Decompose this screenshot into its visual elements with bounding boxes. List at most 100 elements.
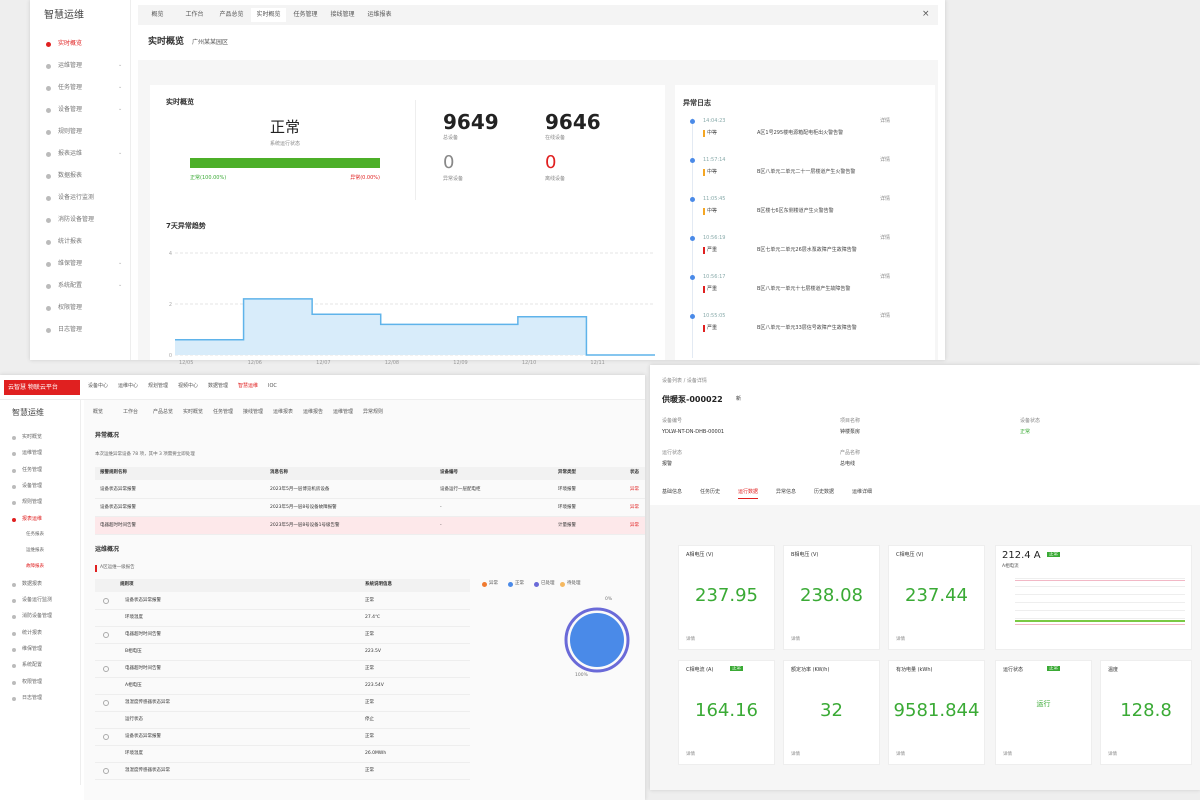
sidebar-title: 智慧运维 <box>44 10 84 21</box>
menu-item: 消防设备管理 <box>58 216 95 223</box>
table-cell: 设备运行一层配电柜 <box>440 487 481 492</box>
table-cell: 异常 <box>630 505 639 510</box>
card-value: 9581.844 <box>893 700 980 721</box>
nav-item[interactable]: 规划管理 <box>148 383 169 389</box>
status-tag: 正常 <box>1047 666 1060 672</box>
menu-icon <box>12 664 16 669</box>
log-action[interactable]: 详情 <box>880 235 891 241</box>
mini-grid <box>1015 586 1185 587</box>
log-action[interactable]: 详情 <box>880 313 891 319</box>
card-value: 237.44 <box>905 585 968 606</box>
detail-tab[interactable]: 任务历史 <box>700 489 721 495</box>
table-cell: 设备状态异常报警 <box>125 734 161 739</box>
table-row <box>95 481 645 499</box>
log-action[interactable]: 详情 <box>880 274 891 280</box>
nav-item[interactable]: IOC <box>268 383 277 389</box>
x-tick-label: 12/08 <box>385 360 399 365</box>
tab[interactable]: 概览 <box>93 409 104 415</box>
tab[interactable]: 接线管理 <box>330 11 355 18</box>
tab[interactable]: 产品总览 <box>153 409 174 415</box>
tab[interactable]: 工作台 <box>123 409 139 415</box>
y-tick-label: 4 <box>169 251 172 257</box>
log-text: B区七单元二单元26层水泵故障产生故障告警 <box>757 247 857 253</box>
row-radio <box>103 632 109 638</box>
table-cell: 正常 <box>365 700 374 705</box>
menu-icon <box>12 517 16 522</box>
log-action[interactable]: 详情 <box>880 196 891 202</box>
table-header: 报警规则名称 <box>100 470 127 475</box>
mini-grid <box>1015 610 1185 611</box>
log-time: 10:55:05 <box>703 313 726 319</box>
log-action[interactable]: 详情 <box>880 118 891 124</box>
log-action[interactable]: 详情 <box>880 157 891 163</box>
detail-tab[interactable]: 异常信息 <box>776 489 797 495</box>
menu-item: 统计报表 <box>22 629 43 636</box>
tab[interactable]: 工作台 <box>185 11 204 18</box>
log-dot <box>690 314 695 319</box>
menu-item: 设备管理 <box>22 482 43 489</box>
status: 正常 <box>269 118 300 136</box>
table-header: 系统说明信息 <box>365 582 392 587</box>
nav-item[interactable]: 智慧运维 <box>238 383 259 389</box>
tab[interactable]: 产品总览 <box>219 11 244 18</box>
row-radio <box>103 598 109 604</box>
tab[interactable]: 实时概览 <box>251 8 286 22</box>
table-row <box>95 499 645 517</box>
detail-tab[interactable]: 运行数据 <box>738 489 759 499</box>
menu-icon <box>12 468 16 473</box>
tab[interactable]: 运维报告 <box>303 409 324 415</box>
nav-item[interactable]: 数据管理 <box>208 383 229 389</box>
tab[interactable]: 运维管理 <box>333 409 354 415</box>
menu-item: 实时概览 <box>22 434 43 440</box>
card-title: 运行状态 <box>1003 667 1024 673</box>
table-cell: 正常 <box>365 734 374 739</box>
mini-grid <box>1015 594 1185 595</box>
menu-item: 报表运维 <box>22 515 43 522</box>
tab[interactable]: 任务管理 <box>213 409 234 415</box>
bl-sidebar-title: 智慧运维 <box>12 408 44 417</box>
menu-icon <box>46 42 51 47</box>
menu-arrow: ⌄ <box>118 282 123 288</box>
tab[interactable]: 概览 <box>151 11 164 18</box>
detail-tab[interactable]: 基础信息 <box>662 489 683 495</box>
metric-card <box>783 660 880 765</box>
tab[interactable]: 任务管理 <box>293 11 318 18</box>
table-cell: 异常 <box>630 487 639 492</box>
nav-item[interactable]: 视频中心 <box>178 383 199 389</box>
submenu-item: 故障报表 <box>26 564 44 570</box>
bl-sidebar <box>0 400 81 785</box>
menu-icon <box>12 680 16 685</box>
card-value: 238.08 <box>800 585 863 606</box>
menu-icon <box>46 108 51 113</box>
status-tag: 正常 <box>1047 552 1060 558</box>
submenu-item: 任务报表 <box>26 531 44 537</box>
menu-item: 运维管理 <box>22 450 43 457</box>
detail-tab[interactable]: 历史数据 <box>814 489 835 495</box>
nav-item[interactable]: 设备中心 <box>88 383 109 389</box>
field-value: 钟楼泵房 <box>840 429 861 435</box>
stat-label: 离线设备 <box>545 176 566 182</box>
stat-value: 0 <box>545 152 557 173</box>
table-cell: 电器超时时间告警 <box>100 523 136 528</box>
menu-icon <box>46 86 51 91</box>
detail-tab[interactable]: 运维详细 <box>852 489 873 495</box>
field-value: 总电线 <box>840 461 856 467</box>
site-select[interactable]: 广州某某园区 <box>192 39 229 46</box>
tab[interactable]: 运维报表 <box>273 409 294 415</box>
tab[interactable]: 实时概览 <box>183 409 204 415</box>
menu-item: 数据报表 <box>22 580 43 587</box>
menu-item: 规则管理 <box>22 499 43 506</box>
close-button: × <box>922 9 930 19</box>
mini-grid <box>1015 618 1185 619</box>
tab[interactable]: 接线管理 <box>243 409 264 415</box>
tab[interactable]: 异常规则 <box>363 409 384 415</box>
mini-line <box>1015 620 1185 622</box>
log-text: B区八单元二单元二十一层楼道产生火警告警 <box>757 169 856 175</box>
status-label: 系统运行状态 <box>269 141 300 147</box>
table-cell: 电器超时时间告警 <box>125 666 161 671</box>
row-radio <box>103 666 109 672</box>
card-footer: 详情 <box>686 752 695 757</box>
tab[interactable]: 运维报表 <box>367 11 392 18</box>
nav-item[interactable]: 运维中心 <box>118 383 139 389</box>
